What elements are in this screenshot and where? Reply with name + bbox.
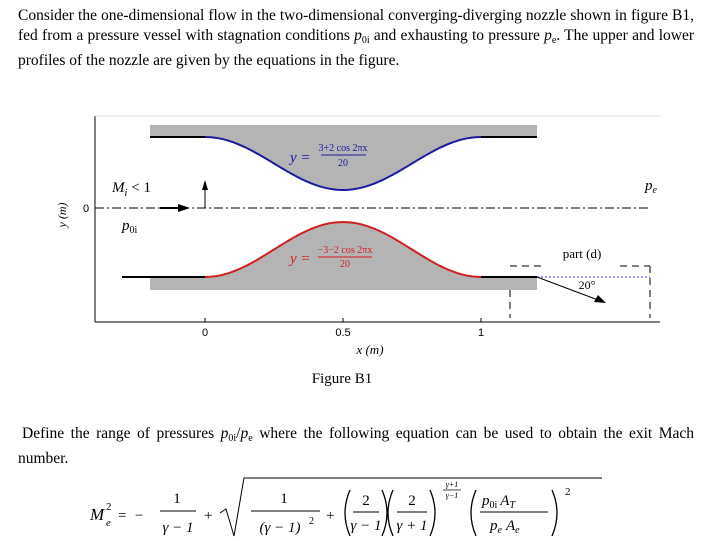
upper-profile	[204, 136, 482, 192]
wall-fill	[150, 125, 537, 190]
text: Consider the one-dimensional flow in the…	[18, 7, 694, 44]
equation-lhs: y =	[288, 251, 311, 267]
arrowhead	[594, 295, 606, 303]
y-axis-label: y (m)	[55, 203, 69, 229]
intro-paragraph: Consider the one-dimensional flow in the…	[18, 6, 694, 71]
superscript: 2	[309, 516, 314, 527]
subscript: 0i	[490, 500, 498, 511]
symbol: p	[240, 425, 249, 442]
question-paragraph: Define the range of pressures p0i/pe whe…	[18, 424, 694, 469]
text: where the following equation can be used…	[18, 425, 694, 467]
equation-denominator: 20	[338, 158, 348, 169]
subscript: e	[653, 185, 658, 196]
subscript: e	[248, 433, 253, 444]
x-tick-label: 0	[202, 327, 208, 339]
part-d-box	[509, 265, 651, 318]
text: and exhausting to pressure	[369, 27, 545, 44]
superscript: 2	[106, 501, 112, 513]
symbol: M	[89, 505, 105, 524]
arrowhead	[202, 180, 208, 190]
arrowhead	[178, 204, 190, 212]
subscript: e	[106, 517, 111, 529]
operator: −	[135, 508, 143, 524]
subscript: T	[509, 500, 516, 511]
denominator: (γ − 1)	[259, 520, 300, 536]
y-tick-label: 0	[83, 203, 89, 215]
equation: M 2 e = − 1 γ − 1 + 1 (γ − 1) 2 + 2 γ − …	[89, 477, 602, 537]
text: Define the range of pressures	[22, 425, 221, 442]
numerator: p0i AT	[481, 493, 516, 511]
symbol: A	[499, 493, 510, 509]
inlet-mach: Mi < 1	[111, 180, 151, 199]
numerator: 2	[408, 493, 416, 509]
numerator: 1	[173, 491, 181, 507]
symbol: A	[505, 518, 516, 534]
superscript: 2	[565, 486, 571, 498]
part-label: part (d)	[563, 246, 602, 261]
nozzle	[122, 125, 537, 290]
symbol: p	[354, 27, 362, 44]
label: y (m)	[55, 203, 69, 229]
stagnation-pressure: p0i	[121, 218, 138, 236]
denominator: γ − 1	[162, 520, 193, 536]
lower-profile	[204, 220, 482, 278]
subscript: 0i	[130, 225, 138, 236]
parentheses	[344, 489, 388, 537]
exponent-denominator: γ−1	[446, 491, 459, 500]
numerator: 1	[280, 491, 288, 507]
operator: +	[326, 508, 334, 524]
figure-caption: Figure B1	[312, 371, 372, 387]
sqrt-sign	[219, 477, 602, 537]
wall-line	[122, 136, 537, 278]
parentheses	[387, 489, 436, 537]
equation-lhs: y =	[288, 150, 311, 166]
denominator: γ − 1	[350, 518, 381, 534]
denominator: γ + 1	[396, 518, 427, 534]
symbol: M	[111, 180, 126, 196]
symbol: p	[220, 425, 229, 442]
numerator: 2	[362, 493, 370, 509]
exponent-numerator: γ+1	[446, 480, 459, 489]
symbol: p	[481, 493, 490, 509]
condition: < 1	[131, 180, 151, 196]
wall-fill	[150, 222, 537, 290]
text: /	[236, 425, 241, 442]
frame	[94, 115, 660, 323]
symbol: p	[544, 27, 552, 44]
symbol: p	[489, 518, 498, 534]
operator: =	[118, 508, 126, 524]
subscript: 0i	[228, 433, 237, 444]
parentheses	[470, 489, 558, 537]
subscript: 0i	[361, 35, 370, 46]
x-tick-label: 0.5	[335, 327, 350, 339]
angle-label: 20°	[579, 278, 596, 292]
text: . The upper and lower profiles of the no…	[18, 27, 694, 69]
symbol: p	[121, 218, 130, 234]
subscript: e	[551, 35, 557, 46]
equation-numerator: 3+2 cos 2πx	[318, 143, 367, 154]
equation-numerator: −3−2 cos 2πx	[318, 245, 373, 256]
operator: +	[204, 508, 212, 524]
subscript: e	[515, 525, 520, 536]
equation-denominator: 20	[340, 259, 350, 270]
exit-pressure: pe	[644, 178, 658, 196]
x-tick-label: 1	[478, 327, 484, 339]
x-axis-label: x (m)	[355, 342, 383, 357]
denominator: pe Ae	[489, 518, 520, 536]
subscript: e	[498, 525, 503, 536]
subscript: i	[125, 188, 128, 199]
symbol: p	[644, 178, 653, 194]
